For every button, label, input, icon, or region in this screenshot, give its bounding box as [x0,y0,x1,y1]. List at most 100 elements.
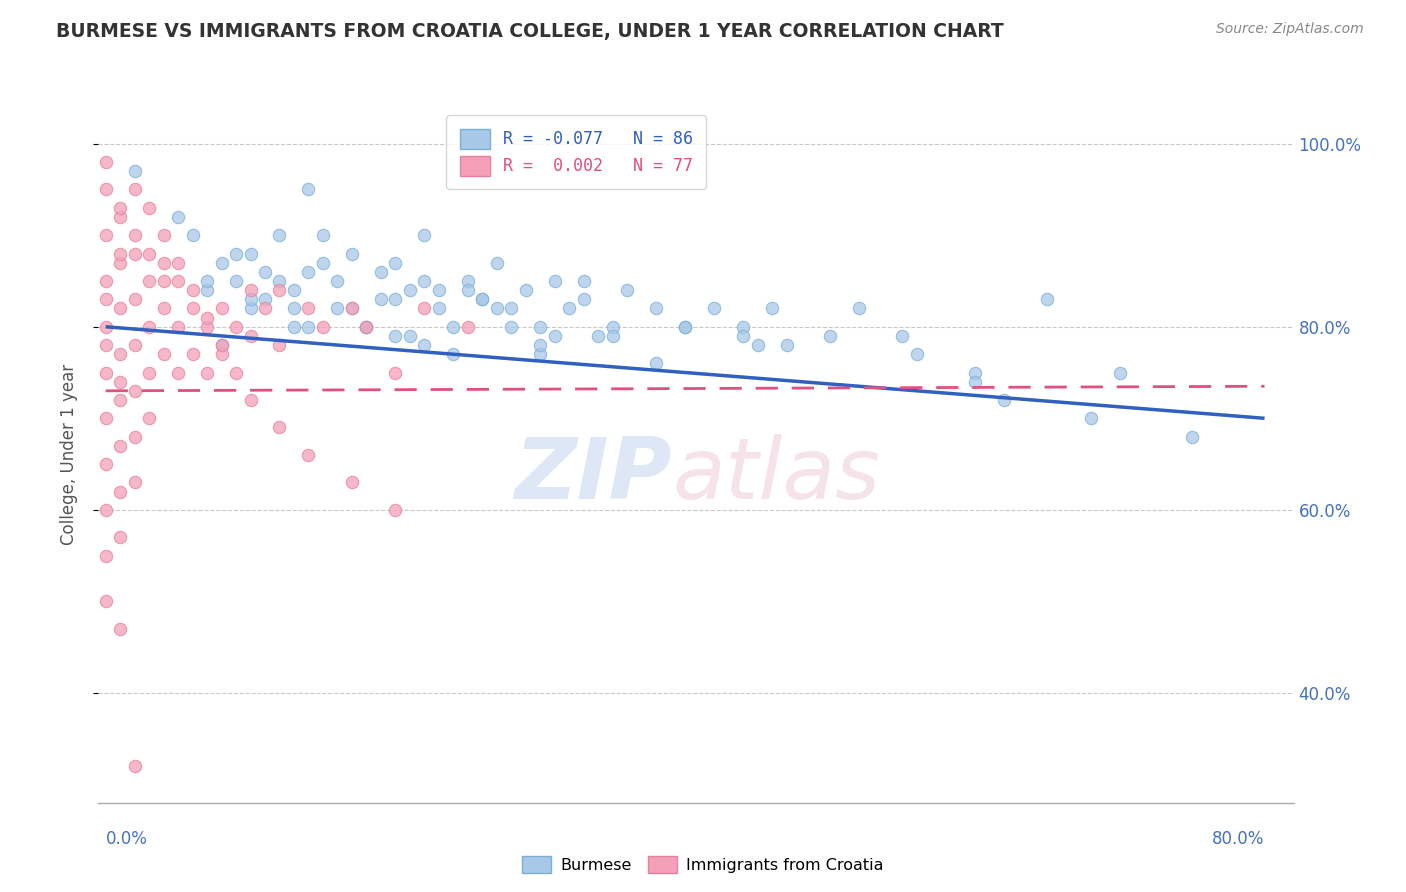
Text: BURMESE VS IMMIGRANTS FROM CROATIA COLLEGE, UNDER 1 YEAR CORRELATION CHART: BURMESE VS IMMIGRANTS FROM CROATIA COLLE… [56,22,1004,41]
Point [225,319,247,334]
Point [94,503,117,517]
Point [1181,429,1204,443]
Point [544,274,567,288]
Point [312,228,335,243]
Point [124,429,146,443]
Point [94,594,117,608]
Text: Source: ZipAtlas.com: Source: ZipAtlas.com [1216,22,1364,37]
Point [138,201,160,215]
Point [427,283,450,297]
Point [544,329,567,343]
Point [384,293,406,307]
Point [181,301,204,316]
Legend: R = -0.077   N = 86, R =  0.002   N = 77: R = -0.077 N = 86, R = 0.002 N = 77 [447,115,706,189]
Point [152,301,174,316]
Point [108,622,131,636]
Point [993,392,1015,407]
Point [167,210,190,224]
Point [384,255,406,269]
Point [225,246,247,260]
Point [457,274,479,288]
Point [124,246,146,260]
Point [326,274,349,288]
Point [441,347,464,361]
Point [370,265,392,279]
Point [283,283,305,297]
Point [848,301,870,316]
Point [558,301,581,316]
Point [108,301,131,316]
Point [152,228,174,243]
Point [195,310,218,325]
Point [138,246,160,260]
Point [413,274,436,288]
Point [94,319,117,334]
Point [269,283,291,297]
Point [108,375,131,389]
Point [138,411,160,425]
Point [108,347,131,361]
Point [427,301,450,316]
Point [239,293,262,307]
Point [181,347,204,361]
Point [413,228,436,243]
Point [138,274,160,288]
Point [124,164,146,178]
Point [152,255,174,269]
Point [181,228,204,243]
Point [340,301,363,316]
Point [326,301,349,316]
Point [356,319,378,334]
Point [108,530,131,544]
Point [485,255,508,269]
Point [370,293,392,307]
Point [399,283,422,297]
Point [703,301,725,316]
Point [167,319,190,334]
Point [297,319,319,334]
Point [485,301,508,316]
Point [124,759,146,773]
Point [94,182,117,196]
Point [239,246,262,260]
Text: 0.0%: 0.0% [105,830,148,848]
Point [269,338,291,352]
Point [239,329,262,343]
Point [340,301,363,316]
Point [413,338,436,352]
Point [356,319,378,334]
Point [124,228,146,243]
Point [195,274,218,288]
Point [225,366,247,380]
Point [515,283,537,297]
Point [138,319,160,334]
Point [94,411,117,425]
Point [384,366,406,380]
Point [211,255,233,269]
Point [124,384,146,398]
Point [239,283,262,297]
Point [312,319,335,334]
Point [297,448,319,462]
Point [761,301,783,316]
Point [152,347,174,361]
Text: atlas: atlas [672,434,880,517]
Point [413,301,436,316]
Point [673,319,696,334]
Point [239,301,262,316]
Point [108,201,131,215]
Point [501,301,523,316]
Point [731,329,754,343]
Point [457,283,479,297]
Point [501,319,523,334]
Point [269,274,291,288]
Point [253,301,276,316]
Point [529,347,551,361]
Point [181,283,204,297]
Point [673,319,696,334]
Point [225,274,247,288]
Point [645,301,668,316]
Point [356,319,378,334]
Point [124,338,146,352]
Point [731,319,754,334]
